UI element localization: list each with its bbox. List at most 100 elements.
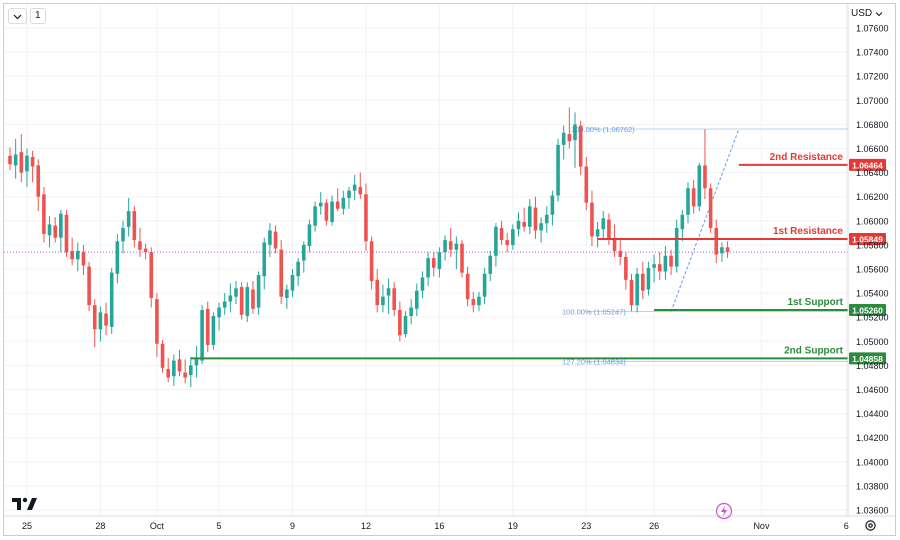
price-tag (849, 303, 886, 316)
candle-body (680, 214, 685, 230)
candle-body (544, 214, 549, 224)
chevron-down-icon (13, 14, 22, 19)
x-tick-label: 5 (217, 521, 222, 531)
candle (13, 138, 18, 179)
level-label: 1st Support (787, 297, 843, 308)
candle-body (584, 166, 589, 203)
candle-body (601, 218, 606, 230)
candle-body (595, 229, 600, 237)
candle (703, 129, 707, 200)
y-tick-label: 1.06000 (856, 216, 889, 226)
candle-body (691, 188, 696, 207)
candle (460, 240, 464, 278)
candle (115, 234, 120, 284)
candle (511, 224, 515, 250)
candle (217, 302, 221, 331)
candle (629, 273, 634, 312)
candle-body (313, 206, 317, 226)
y-tick-label: 1.05200 (856, 313, 889, 323)
candle (239, 282, 244, 320)
candle (533, 196, 538, 239)
y-tick-label: 1.07200 (856, 72, 889, 82)
candle (494, 223, 498, 267)
candle (104, 302, 108, 336)
currency-selector[interactable]: USD (851, 8, 883, 19)
candle-body (104, 313, 108, 326)
candle (59, 209, 63, 253)
candle (194, 346, 199, 378)
candle-body (70, 250, 74, 260)
candle-body (533, 207, 538, 231)
x-tick-label: Nov (753, 521, 770, 531)
candle-body (211, 315, 216, 345)
candle (200, 305, 204, 365)
level-1st-resistance: 1st Resistance 1.05849 (597, 226, 886, 245)
candle-body (245, 287, 250, 316)
candle (618, 240, 622, 266)
candle-body (663, 255, 668, 272)
candle-body (155, 299, 159, 344)
candle-body (426, 258, 430, 278)
candle-body (239, 287, 244, 315)
candle (624, 252, 628, 290)
candle-body (109, 272, 114, 327)
candle (550, 190, 555, 226)
candle (573, 112, 577, 168)
y-tick-label: 1.06400 (856, 168, 889, 178)
candle (36, 159, 41, 212)
fib-level-label: 100.00% (1.06762) (571, 125, 635, 134)
candle (189, 356, 193, 388)
candle-body (624, 256, 628, 280)
tradingview-logo-icon[interactable] (12, 496, 38, 512)
indicator-count-badge[interactable]: 1 (30, 8, 46, 24)
candle-body (539, 223, 543, 231)
candle (443, 235, 447, 261)
candle (448, 228, 453, 257)
candle-body (172, 360, 176, 377)
candle-body (669, 255, 673, 267)
candle (364, 183, 368, 251)
candle-body (166, 369, 170, 378)
fib-projection-trendline (670, 128, 740, 312)
collapse-button[interactable] (8, 8, 27, 24)
candle-body (398, 309, 402, 336)
candle-body (115, 241, 120, 274)
price-tag (849, 352, 886, 365)
candle-body (708, 188, 713, 229)
candle (211, 312, 216, 350)
candle (138, 228, 142, 257)
candle (680, 209, 685, 242)
candle (166, 358, 170, 383)
candle-body (47, 224, 52, 236)
candle (482, 267, 487, 304)
gear-icon[interactable] (864, 519, 877, 532)
candle (302, 241, 306, 273)
candle-body (81, 252, 86, 266)
candle (415, 283, 419, 316)
candle-body (59, 213, 63, 238)
lightning-bolt-icon[interactable] (715, 502, 733, 520)
price-tag (849, 232, 886, 245)
candle (335, 188, 340, 212)
candle (296, 258, 300, 286)
chevron-down-icon (875, 11, 883, 16)
candle (172, 354, 176, 386)
y-tick-label: 1.04800 (856, 361, 889, 371)
candle-body (358, 187, 363, 195)
candle-body (160, 343, 165, 368)
candle (567, 107, 572, 149)
candle (121, 220, 125, 254)
candle-body (720, 247, 724, 254)
candle-body (590, 202, 594, 237)
candle (132, 206, 137, 248)
candle (499, 220, 504, 245)
candle-body (556, 144, 560, 196)
candle (578, 120, 583, 176)
candle (53, 217, 57, 243)
candle-body (217, 307, 221, 318)
price-tag (849, 158, 886, 171)
candle (183, 359, 187, 384)
candle-body (279, 249, 283, 297)
candle (398, 301, 402, 342)
